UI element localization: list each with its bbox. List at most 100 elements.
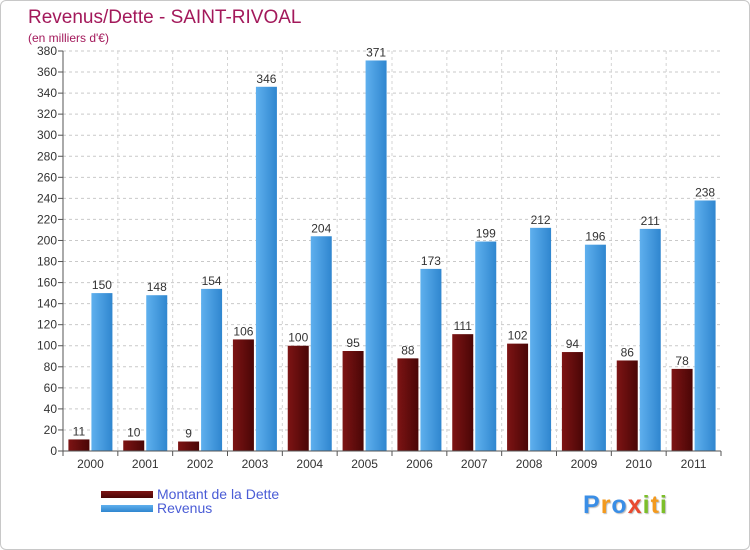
- data-label-dette: 95: [346, 336, 360, 350]
- bar-revenus-2002: [201, 288, 223, 451]
- bar-dette-2007: [452, 334, 474, 451]
- bar-dette-2008: [507, 343, 529, 451]
- data-label-revenus: 199: [476, 227, 496, 241]
- data-label-dette: 100: [288, 331, 308, 345]
- y-tick-label: 60: [44, 381, 58, 395]
- bar-dette-2005: [342, 351, 364, 451]
- bar-revenus-2003: [255, 86, 277, 451]
- y-tick-label: 280: [37, 149, 57, 163]
- bar-revenus-2008: [530, 227, 552, 451]
- bar-revenus-2007: [475, 241, 497, 451]
- data-label-revenus: 196: [585, 230, 605, 244]
- bar-revenus-2011: [694, 200, 716, 451]
- data-label-dette: 94: [566, 337, 580, 351]
- data-label-revenus: 346: [256, 72, 276, 86]
- data-label-dette: 111: [454, 319, 473, 333]
- grid-layer: [63, 50, 721, 451]
- bar-layer: [68, 60, 716, 451]
- bar-dette-2004: [287, 345, 309, 451]
- logo-letter: i: [659, 491, 668, 519]
- data-label-revenus: 211: [641, 214, 660, 228]
- data-label-revenus: 371: [366, 45, 386, 59]
- legend-item-dette: Montant de la Dette: [101, 487, 279, 501]
- y-tick-label: 120: [37, 318, 57, 332]
- data-label-revenus: 204: [311, 221, 331, 235]
- bar-revenus-2000: [91, 293, 113, 451]
- bar-dette-2000: [68, 439, 90, 451]
- logo-letter: t: [650, 491, 660, 519]
- data-label-revenus: 238: [695, 185, 715, 199]
- bar-dette-2006: [397, 358, 419, 451]
- y-tick-label: 240: [37, 191, 57, 205]
- chart-subtitle: (en milliers d'€): [28, 31, 109, 45]
- data-label-revenus: 148: [147, 280, 167, 294]
- bar-revenus-2001: [146, 295, 168, 451]
- logo-letter: i: [642, 491, 651, 519]
- x-tick-label: 2006: [406, 457, 433, 471]
- x-tick-label: 2003: [242, 457, 269, 471]
- y-tick-label: 220: [37, 212, 57, 226]
- bar-dette-2009: [561, 352, 583, 451]
- y-tick-label: 180: [37, 255, 57, 269]
- y-tick-label: 100: [37, 339, 57, 353]
- bar-revenus-2010: [639, 228, 661, 451]
- data-label-dette: 10: [127, 425, 141, 439]
- logo-letter: x: [627, 491, 643, 519]
- logo-letter: P: [583, 491, 601, 519]
- logo-letter: r: [600, 491, 612, 519]
- legend-label-dette: Montant de la Dette: [157, 486, 280, 502]
- data-label-revenus: 212: [531, 213, 551, 227]
- y-tick-label: 40: [44, 402, 58, 416]
- y-tick-label: 340: [37, 86, 57, 100]
- data-label-dette: 78: [675, 354, 689, 368]
- x-tick-label: 2002: [187, 457, 214, 471]
- y-tick-label: 140: [37, 297, 57, 311]
- logo-letter: o: [611, 491, 628, 519]
- legend-item-revenus: Revenus: [101, 501, 279, 515]
- data-label-dette: 11: [73, 424, 86, 438]
- y-tick-label: 300: [37, 128, 57, 142]
- y-tick-label: 20: [44, 423, 58, 437]
- axis-layer: 0 20 40 60 80 100 120 140 160 180 200 220 240 260 280 3…: [37, 44, 722, 471]
- label-layer: 11 150 10 148 9 154 106 346 100 204 95 371 88 173 111 1…: [73, 45, 716, 440]
- x-tick-label: 2008: [516, 457, 543, 471]
- bar-revenus-2004: [310, 236, 332, 451]
- x-tick-label: 2010: [625, 457, 652, 471]
- bar-dette-2003: [232, 339, 254, 451]
- chart-title: Revenus/Dette - SAINT-RIVOAL: [28, 7, 302, 28]
- legend-swatch-dette: [101, 490, 153, 498]
- x-tick-label: 2005: [351, 457, 378, 471]
- data-label-dette: 106: [233, 324, 253, 338]
- x-tick-label: 2009: [571, 457, 598, 471]
- x-tick-label: 2001: [132, 457, 159, 471]
- data-label-revenus: 150: [92, 278, 112, 292]
- y-tick-label: 380: [37, 44, 57, 58]
- y-tick-label: 320: [37, 107, 57, 121]
- bar-dette-2002: [178, 441, 200, 451]
- legend: Montant de la Dette Revenus: [101, 487, 279, 515]
- data-label-dette: 86: [621, 345, 635, 359]
- y-tick-label: 360: [37, 65, 57, 79]
- proxiti-logo: Proxiti: [583, 491, 668, 520]
- bar-revenus-2005: [365, 60, 387, 451]
- x-tick-label: 2004: [296, 457, 323, 471]
- bar-revenus-2006: [420, 268, 442, 451]
- legend-label-revenus: Revenus: [157, 500, 213, 516]
- data-label-dette: 102: [508, 329, 528, 343]
- x-tick-label: 2007: [461, 457, 488, 471]
- bar-dette-2011: [671, 368, 693, 451]
- y-tick-label: 160: [37, 276, 57, 290]
- x-tick-label: 2011: [681, 457, 707, 471]
- bar-dette-2001: [123, 440, 145, 451]
- legend-swatch-revenus: [101, 504, 153, 512]
- data-label-revenus: 154: [202, 274, 222, 288]
- data-label-revenus: 173: [421, 254, 441, 268]
- y-tick-label: 260: [37, 170, 57, 184]
- bar-revenus-2009: [584, 244, 606, 451]
- data-label-dette: 9: [185, 427, 192, 441]
- y-tick-label: 80: [44, 360, 58, 374]
- y-tick-label: 200: [37, 233, 57, 247]
- bar-dette-2010: [616, 360, 638, 451]
